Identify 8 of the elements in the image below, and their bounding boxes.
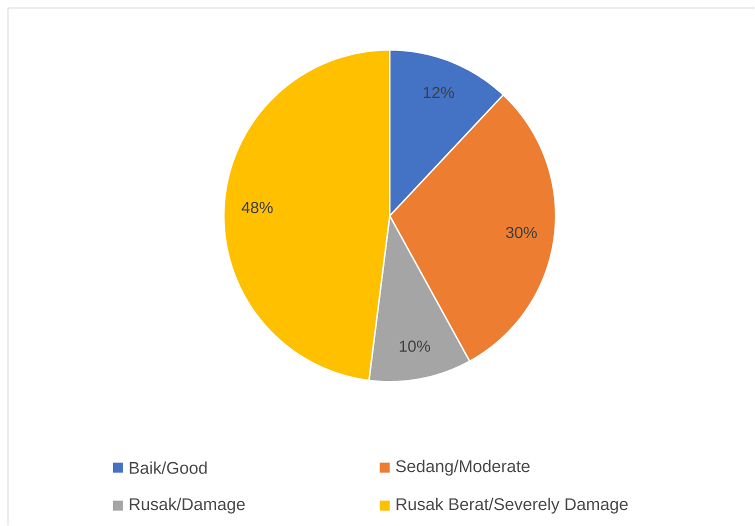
data-label: 12% (424, 86, 454, 98)
legend-label: Baik/Good (130, 461, 207, 474)
data-label: 10% (400, 340, 430, 352)
legend-label: Rusak/Damage (130, 498, 245, 514)
legend-label: Sedang/Moderate (396, 460, 530, 476)
legend-label: Rusak Berat/Severely Damage (396, 498, 628, 514)
data-label: 48% (242, 202, 273, 214)
data-label: 30% (506, 226, 537, 238)
